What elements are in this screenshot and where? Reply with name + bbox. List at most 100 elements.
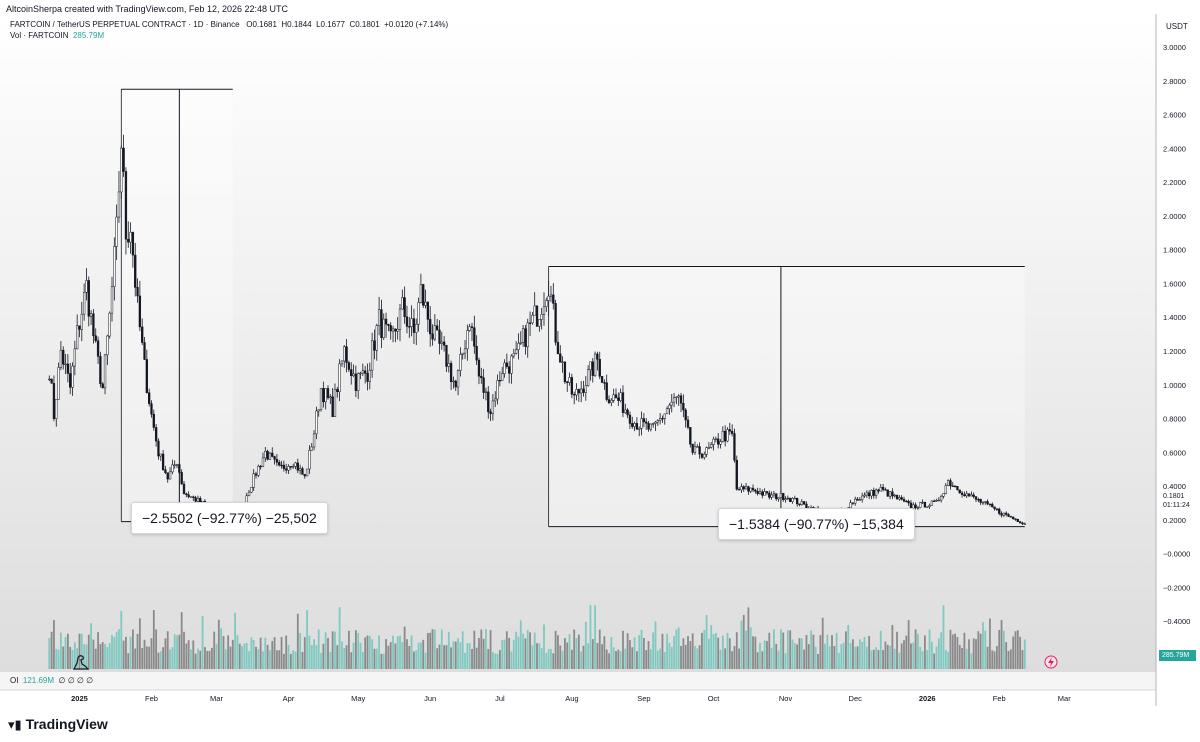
volume-bar (547, 649, 550, 669)
candle-body (974, 496, 978, 500)
candle-body (157, 440, 160, 457)
candle-body (528, 322, 532, 324)
candle-body (784, 498, 787, 500)
volume-bar (570, 649, 573, 669)
candle-body (742, 486, 745, 490)
candle-body (496, 380, 499, 400)
volume-bar (171, 647, 174, 669)
volume-bar (944, 650, 947, 669)
candle-body (747, 486, 750, 492)
candle-body (726, 429, 729, 442)
volume-bar (136, 633, 139, 669)
candle-body (101, 383, 104, 389)
candle-body (737, 488, 741, 491)
volume-bar (278, 650, 281, 669)
bolt-icon[interactable] (1044, 655, 1058, 669)
price-axis[interactable]: 3.0000 2.8000 2.6000 2.4000 2.2000 2.0000 1.80… (1163, 43, 1190, 660)
volume-bar (940, 632, 943, 669)
candle-body (370, 340, 374, 371)
volume-bar (505, 631, 508, 669)
volume-bar (399, 635, 401, 669)
volume-bar (673, 636, 675, 669)
candle-body (94, 335, 97, 341)
volume-bar (694, 645, 696, 669)
candle-body (338, 363, 341, 392)
candle-body (171, 464, 174, 473)
candle-body (605, 382, 608, 400)
change-value: +0.0120 (+7.14%) (384, 20, 449, 29)
volume-bar (389, 642, 392, 669)
candle-countdown: 01:11:24 (1163, 501, 1190, 509)
volume-bar (73, 642, 76, 669)
candle-body (538, 319, 541, 327)
volume-bar (159, 651, 162, 669)
candle-body (642, 418, 646, 423)
candle-body (798, 503, 801, 506)
price-tick-label: 1.4000 (1163, 313, 1186, 322)
candle-body (756, 490, 759, 495)
volume-bar (217, 619, 220, 669)
volume-bar (373, 648, 376, 669)
candle-body (352, 373, 355, 376)
candle-body (870, 489, 873, 497)
volume-bar (354, 630, 357, 669)
candle-body (858, 499, 862, 501)
measurement-label-1[interactable]: −2.5502 (−92.77%) −25,502 (131, 502, 328, 534)
candle-body (993, 506, 996, 510)
volume-bar (315, 645, 318, 669)
volume-bar (924, 635, 926, 669)
measurement-label-2[interactable]: −1.5384 (−90.77%) −15,384 (718, 508, 915, 540)
volume-bar (422, 639, 425, 669)
volume-bar (352, 642, 355, 669)
volume-bar (210, 647, 213, 669)
candle-body (82, 292, 86, 315)
volume-bar (464, 652, 466, 669)
volume-bar (540, 648, 543, 669)
volume-bar (529, 632, 531, 669)
volume-bar (942, 605, 945, 669)
volume-legend[interactable]: Vol · FARTCOIN 285.79M (10, 31, 104, 40)
candle-body (942, 493, 945, 497)
volume-bar (928, 629, 931, 669)
volume-bar (250, 637, 253, 669)
symbol-legend[interactable]: FARTCOIN / TetherUS PERPETUAL CONTRACT ·… (10, 20, 448, 29)
volume-bar (62, 646, 65, 669)
candle-body (161, 453, 165, 470)
time-tick-label: Aug (565, 694, 578, 703)
candle-body (691, 443, 694, 453)
time-tick-label: May (351, 694, 365, 703)
volume-bar (640, 630, 643, 669)
candle-body (484, 391, 488, 393)
volume-bar (310, 645, 313, 669)
volume-bar (152, 610, 155, 669)
candle-body (926, 506, 929, 508)
volume-bar (626, 633, 629, 669)
volume-bar (721, 635, 724, 669)
volume-bar (289, 653, 292, 669)
oi-value: 121.69M (22, 676, 55, 685)
candle-body (689, 427, 692, 445)
volume-bar (522, 633, 524, 669)
time-axis[interactable]: 2025 Feb Mar Apr May Jun Jul Aug Sep Oct Nov Dec 202… (71, 694, 1071, 703)
volume-bar (413, 651, 415, 669)
candle-body (322, 388, 325, 403)
volume-bar (487, 649, 490, 669)
volume-bar (122, 640, 125, 669)
volume-bar (917, 633, 919, 669)
volume-bar (1021, 650, 1024, 669)
volume-bar (687, 636, 689, 669)
volume-bar (450, 647, 452, 669)
candle-body (377, 309, 381, 326)
candle-body (930, 500, 934, 506)
volume-bar (849, 643, 852, 669)
volume-bar (947, 651, 950, 669)
candle-body (296, 462, 299, 471)
open-interest-legend[interactable]: OI 121.69M ∅ ∅ ∅ ∅ (10, 676, 93, 685)
currency-label[interactable]: USDT (1166, 22, 1188, 31)
candle-body (749, 487, 752, 492)
candle-body (317, 409, 320, 412)
volume-bar (786, 630, 789, 669)
candle-body (384, 318, 388, 325)
volume-bar (197, 648, 199, 669)
